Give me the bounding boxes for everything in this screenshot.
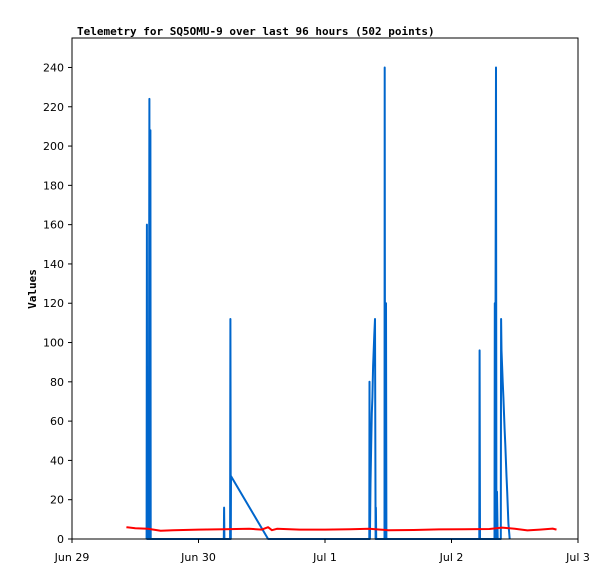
y-tick-label: 100 — [43, 337, 64, 350]
y-tick-label: 40 — [50, 454, 64, 467]
y-tick-label: 200 — [43, 140, 64, 153]
y-tick-label: 60 — [50, 415, 64, 428]
y-tick-label: 120 — [43, 297, 64, 310]
y-tick-label: 80 — [50, 376, 64, 389]
x-tick-label: Jul 3 — [565, 551, 590, 564]
x-tick-label: Jun 30 — [180, 551, 216, 564]
series-line-2 — [126, 526, 557, 532]
y-axis: 0 20 40 60 80 100 120 140 160 180 200 220 240 — [43, 61, 72, 546]
y-tick-label: 240 — [43, 61, 64, 74]
y-tick-label: 20 — [50, 494, 64, 507]
y-tick-label: 0 — [57, 533, 64, 546]
y-tick-label: 220 — [43, 101, 64, 114]
x-tick-label: Jul 2 — [439, 551, 464, 564]
x-tick-label: Jun 29 — [54, 551, 90, 564]
chart-title: Telemetry for SQ5OMU-9 over last 96 hour… — [77, 25, 435, 38]
y-axis-label: Values — [26, 269, 39, 309]
x-axis: Jun 29 Jun 30 Jul 1 Jul 2 Jul 3 — [54, 539, 590, 564]
x-tick-label: Jul 1 — [312, 551, 337, 564]
y-tick-label: 160 — [43, 219, 64, 232]
y-tick-label: 140 — [43, 258, 64, 271]
y-tick-label: 180 — [43, 179, 64, 192]
